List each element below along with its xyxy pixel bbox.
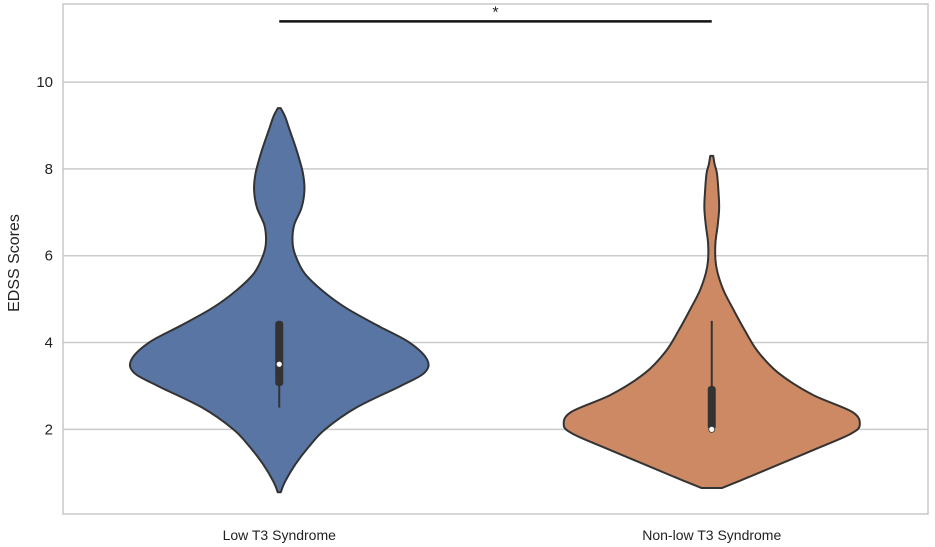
y-tick-label: 4 [45,335,53,352]
iqr-box [707,385,716,430]
median-point [275,360,283,368]
y-tick-labels: 2 4 6 8 10 [36,74,53,438]
x-category-labels: Low T3 Syndrome Non-low T3 Syndrome [223,527,782,543]
plot-frame [62,3,929,515]
violins [128,107,861,494]
y-tick-label: 2 [45,421,53,438]
violin-body [128,107,430,494]
y-axis-label: EDSS Scores [6,214,23,312]
y-tick-label: 6 [45,248,53,265]
x-category-label: Low T3 Syndrome [223,527,337,543]
y-tick-label: 8 [45,161,53,178]
x-category-label: Non-low T3 Syndrome [642,527,781,543]
inner-boxes [275,320,716,433]
significance-annotation: * [279,4,712,23]
median-point [708,425,716,433]
y-tick-label: 10 [36,74,53,91]
significance-label: * [492,4,498,21]
iqr-box [275,320,284,386]
